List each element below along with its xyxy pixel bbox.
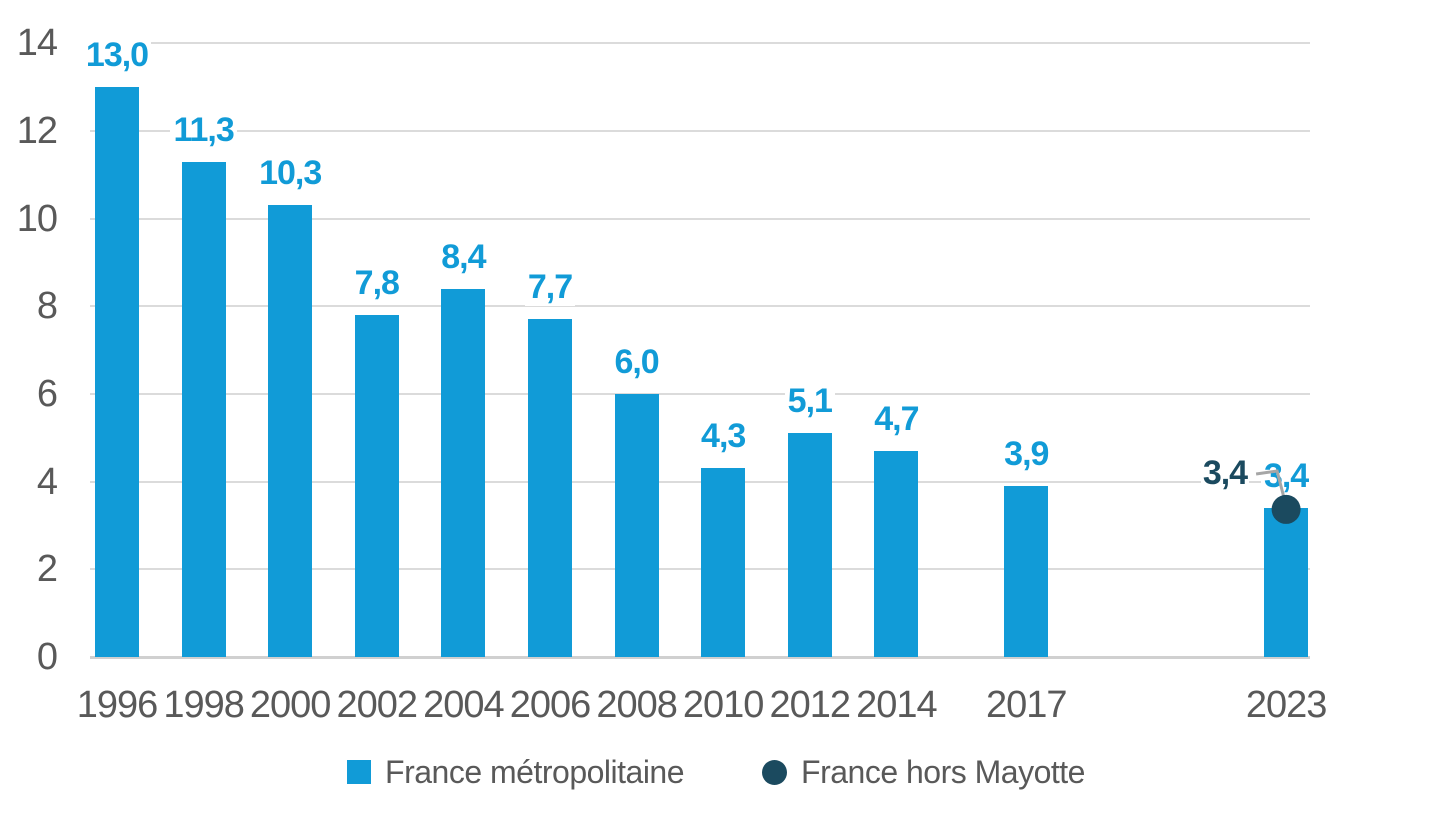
value-label-2000: 10,3 (220, 154, 360, 193)
legend-label: France métropolitaine (385, 754, 685, 790)
bar-2002 (354, 315, 399, 657)
gridline-8 (90, 305, 1310, 308)
value-label-1998: 11,3 (134, 110, 274, 149)
x-axis-tick-label-2023: 2023 (1245, 684, 1328, 726)
legend-item-france-hors-mayotte: France hors Mayotte (762, 754, 1085, 790)
bar-1998 (181, 161, 226, 657)
x-axis-tick-label-2004: 2004 (423, 684, 505, 726)
legend-label: France hors Mayotte (801, 754, 1085, 790)
y-axis-tick-label-14: 14 (16, 22, 58, 65)
y-axis-tick-label-10: 10 (16, 197, 58, 240)
value-label-2006: 7,7 (480, 268, 620, 307)
bar-2017 (1004, 486, 1049, 657)
x-axis-tick-label-2008: 2008 (596, 684, 678, 726)
chart-legend: France métropolitaine France hors Mayott… (0, 748, 1432, 796)
legend-circle-swatch (762, 759, 788, 785)
value-label-2017: 3,9 (956, 435, 1096, 473)
gridline-12 (90, 129, 1310, 132)
bar-2006 (528, 319, 572, 657)
x-axis-tick-label-2010: 2010 (682, 684, 765, 726)
y-axis-tick-label-2: 2 (36, 548, 58, 591)
y-axis-tick-label-4: 4 (36, 460, 58, 503)
x-axis-tick-label-1996: 1996 (76, 684, 159, 726)
x-axis-tick-label-2000: 2000 (249, 684, 332, 726)
bar-2012 (787, 433, 832, 657)
value-label-2012: 5,1 (740, 382, 880, 421)
bar-2000 (268, 205, 313, 657)
x-axis-tick-label-1998: 1998 (163, 684, 245, 726)
point-label-2023: 3,4 (1200, 454, 1250, 492)
value-label-2002: 7,8 (307, 264, 447, 303)
gridline-10 (90, 217, 1310, 220)
y-axis-tick-label-8: 8 (36, 285, 58, 328)
gridline-4 (90, 480, 1310, 483)
y-axis-tick-label-12: 12 (16, 109, 58, 152)
gridline-0 (90, 656, 1310, 659)
y-axis-tick-label-0: 0 (36, 636, 58, 678)
value-label-2010: 4,3 (653, 417, 793, 456)
value-label-2008: 6,0 (567, 342, 707, 381)
bar-2008 (614, 393, 659, 657)
value-label-2014: 4,7 (826, 399, 966, 438)
gridline-2 (90, 568, 1310, 571)
bar-2004 (441, 288, 486, 657)
y-axis-tick-label-6: 6 (36, 372, 58, 415)
legend-square-swatch (347, 760, 372, 784)
value-label-1996: 13,0 (47, 36, 187, 75)
bar-2014 (874, 450, 919, 657)
x-axis-tick-label-2017: 2017 (986, 684, 1068, 726)
bar-2010 (701, 468, 746, 657)
x-axis-tick-label-2006: 2006 (509, 684, 592, 726)
x-axis-tick-label-2014: 2014 (856, 684, 938, 726)
x-axis-tick-label-2012: 2012 (769, 684, 852, 726)
gridline-6 (90, 392, 1310, 395)
x-axis-tick-label-2002: 2002 (336, 684, 419, 726)
bar-1996 (95, 87, 139, 657)
gridline-14 (90, 42, 1310, 45)
legend-item-france-metropolitaine: France métropolitaine (347, 754, 685, 790)
bar-2023 (1264, 507, 1309, 657)
value-label-2004: 8,4 (393, 237, 533, 276)
